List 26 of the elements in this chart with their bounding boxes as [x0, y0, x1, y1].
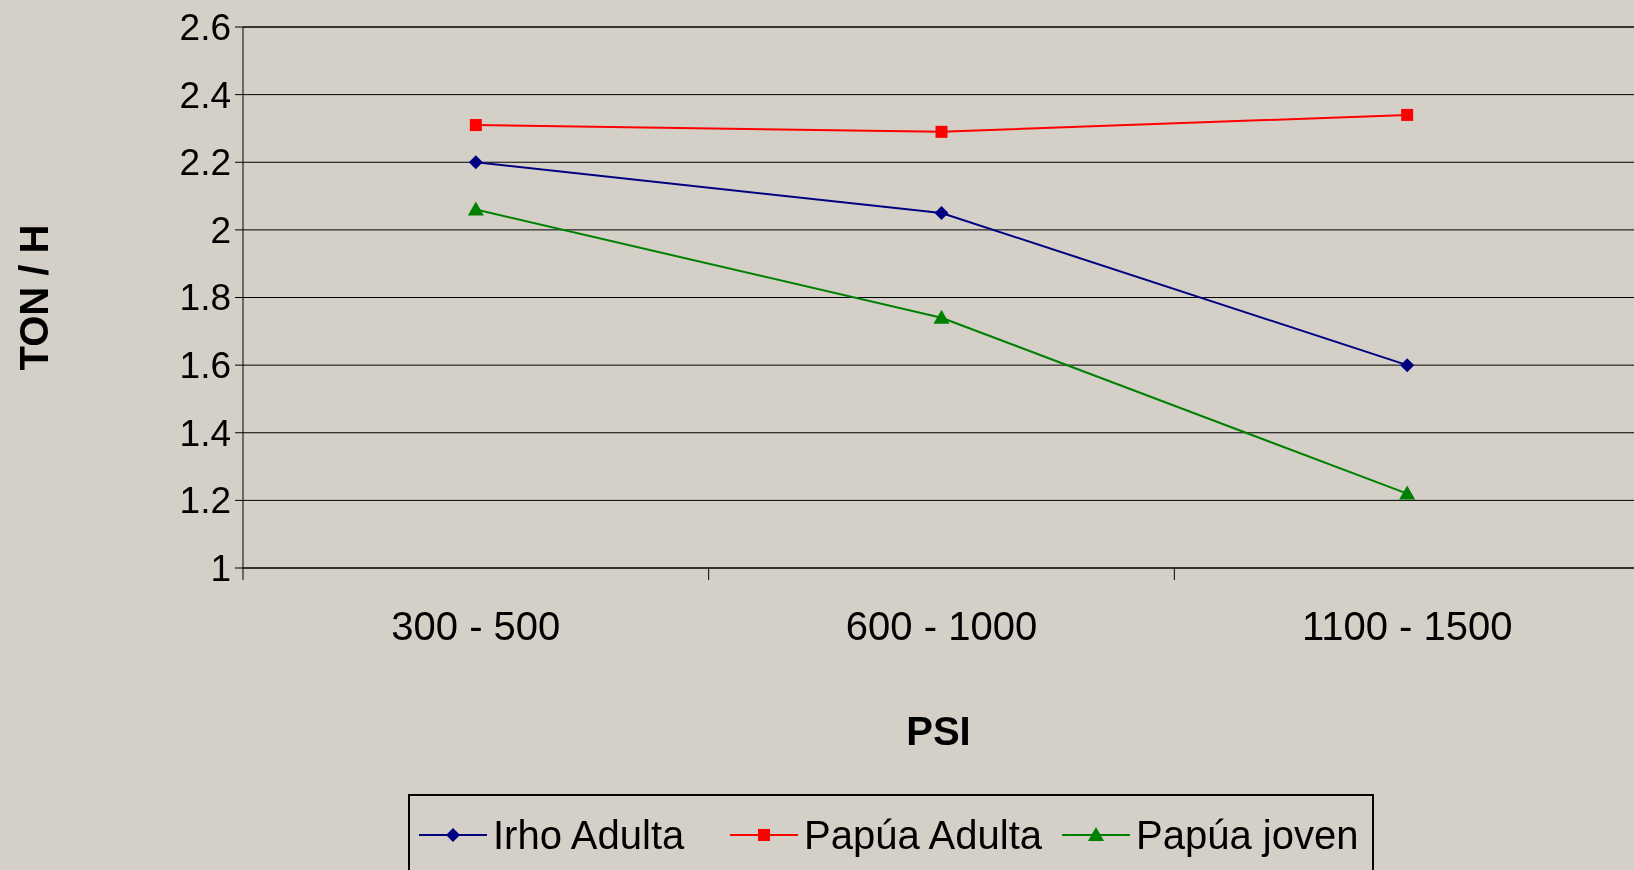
point — [469, 119, 482, 132]
point — [934, 205, 949, 220]
y-tick-label: 1.4 — [179, 412, 231, 454]
point — [1399, 485, 1416, 500]
point — [1401, 108, 1414, 121]
y-tick-label: 2 — [210, 209, 231, 251]
x-tick-label: 1100 - 1500 — [1301, 604, 1513, 648]
y-tick-label: 1 — [210, 547, 231, 589]
y-tick-label: 1.2 — [179, 480, 231, 522]
y-tick-label: 2.4 — [179, 74, 231, 116]
y-axis-title: TON / H — [12, 224, 56, 371]
y-tick-label: 1.8 — [179, 277, 231, 319]
x-axis-title: PSI — [906, 709, 971, 753]
y-tick-label: 2.6 — [179, 6, 231, 48]
x-tick-label: 600 - 1000 — [845, 604, 1038, 648]
legend-label: Papúa Adulta — [804, 813, 1043, 857]
point — [468, 155, 483, 170]
y-tick-label: 1.6 — [179, 345, 231, 387]
point — [933, 309, 950, 324]
point — [1400, 358, 1415, 373]
point — [935, 125, 948, 138]
legend-label: Papúa joven — [1136, 813, 1359, 857]
point — [467, 201, 484, 216]
x-tick-label: 300 - 500 — [391, 604, 561, 648]
y-tick-label: 2.2 — [179, 142, 231, 184]
legend-label: Irho Adulta — [493, 813, 685, 857]
